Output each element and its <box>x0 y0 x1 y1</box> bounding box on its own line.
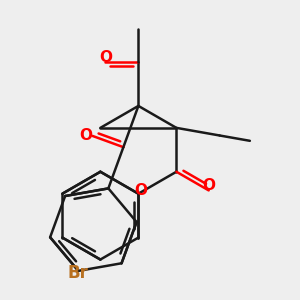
Text: O: O <box>202 178 215 193</box>
Text: O: O <box>80 128 92 143</box>
Text: Br: Br <box>68 264 89 282</box>
Text: O: O <box>134 183 147 198</box>
Text: O: O <box>99 50 112 65</box>
